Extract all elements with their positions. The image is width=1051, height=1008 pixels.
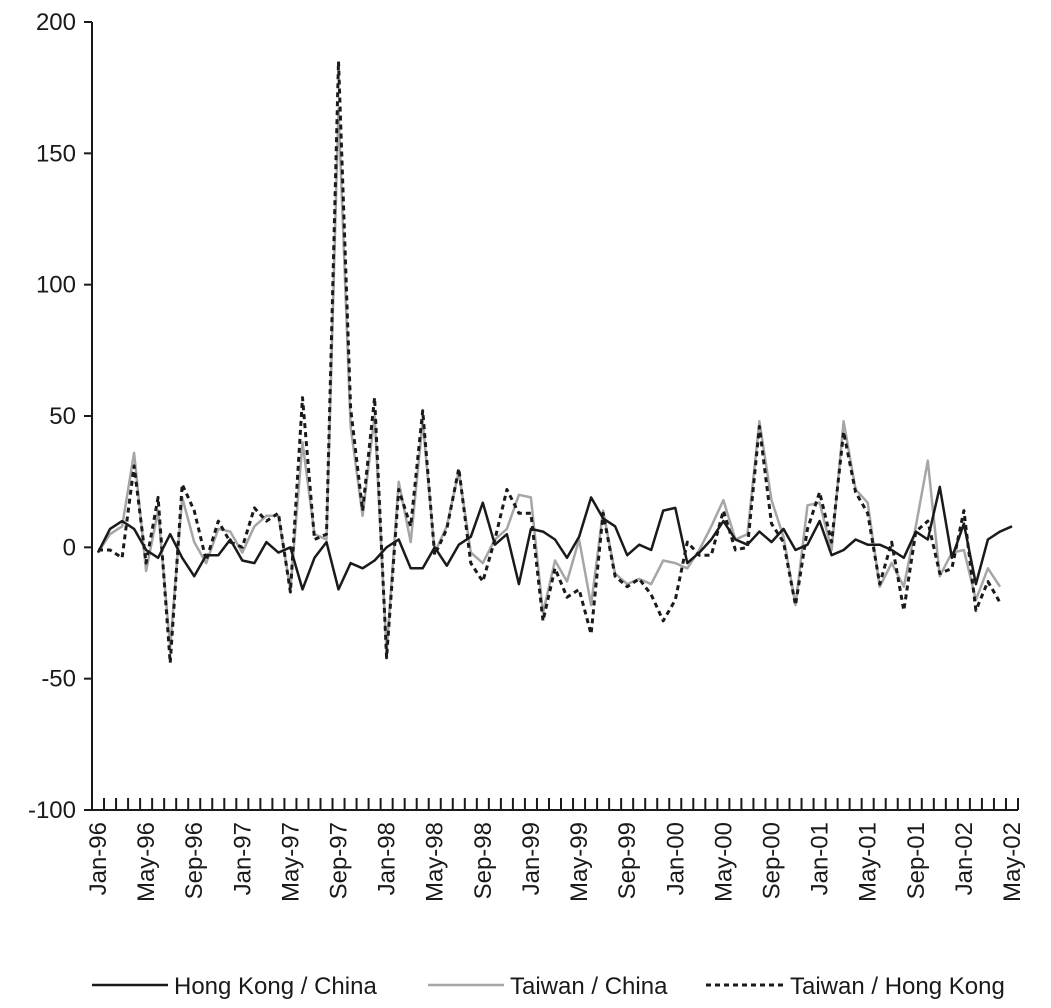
y-tick-label: -100 bbox=[28, 797, 76, 824]
x-tick-label: May-98 bbox=[422, 822, 449, 902]
x-tick-label: May-97 bbox=[277, 822, 304, 902]
y-tick-label: 200 bbox=[36, 9, 76, 36]
x-tick-label: May-02 bbox=[999, 822, 1026, 902]
y-axis-ticks: -100 -50 0 50 100 150 200 bbox=[28, 9, 92, 824]
series-layer bbox=[96, 59, 1013, 665]
y-tick-label: 50 bbox=[49, 403, 76, 430]
x-tick-label: May-00 bbox=[710, 822, 737, 902]
x-tick-label: May-96 bbox=[133, 822, 160, 902]
x-tick-label: Jan-97 bbox=[229, 822, 256, 895]
y-tick-label: 100 bbox=[36, 272, 76, 299]
x-axis-ticks: Jan-96 May-96 Sep-96 Jan-97 May-97 Sep-97 Jan-… bbox=[85, 798, 1026, 902]
legend-item-taiwan-hong-kong: Taiwan / Hong Kong bbox=[706, 973, 1005, 1000]
legend-label: Taiwan / China bbox=[510, 973, 668, 1000]
x-tick-label: Jan-02 bbox=[951, 822, 978, 895]
x-tick-label: Jan-00 bbox=[662, 822, 689, 895]
legend-item-hong-kong-china: Hong Kong / China bbox=[92, 973, 377, 1000]
legend: Hong Kong / China Taiwan / China Taiwan … bbox=[92, 973, 1005, 1000]
x-tick-label: May-01 bbox=[855, 822, 882, 902]
x-tick-label: Jan-01 bbox=[807, 822, 834, 895]
x-tick-label: Sep-97 bbox=[326, 822, 353, 899]
x-tick-label: Jan-96 bbox=[85, 822, 112, 895]
x-tick-label: May-99 bbox=[566, 822, 593, 902]
x-tick-label: Jan-98 bbox=[374, 822, 401, 895]
legend-item-taiwan-china: Taiwan / China bbox=[428, 973, 668, 1000]
series-line-taiwan-hong-kong bbox=[98, 59, 1002, 665]
x-tick-label: Sep-96 bbox=[181, 822, 208, 899]
y-tick-label: 0 bbox=[63, 534, 76, 561]
series-line-taiwan-china bbox=[96, 107, 1002, 654]
series-line-hong-kong-china bbox=[96, 485, 1013, 591]
y-tick-label: 150 bbox=[36, 140, 76, 167]
x-tick-label: Jan-99 bbox=[518, 822, 545, 895]
x-tick-label: Sep-01 bbox=[903, 822, 930, 899]
x-tick-label: Sep-00 bbox=[758, 822, 785, 899]
y-tick-label: -50 bbox=[41, 666, 76, 693]
x-tick-label: Sep-98 bbox=[470, 822, 497, 899]
legend-label: Taiwan / Hong Kong bbox=[790, 973, 1005, 1000]
x-tick-label: Sep-99 bbox=[614, 822, 641, 899]
legend-label: Hong Kong / China bbox=[174, 973, 377, 1000]
